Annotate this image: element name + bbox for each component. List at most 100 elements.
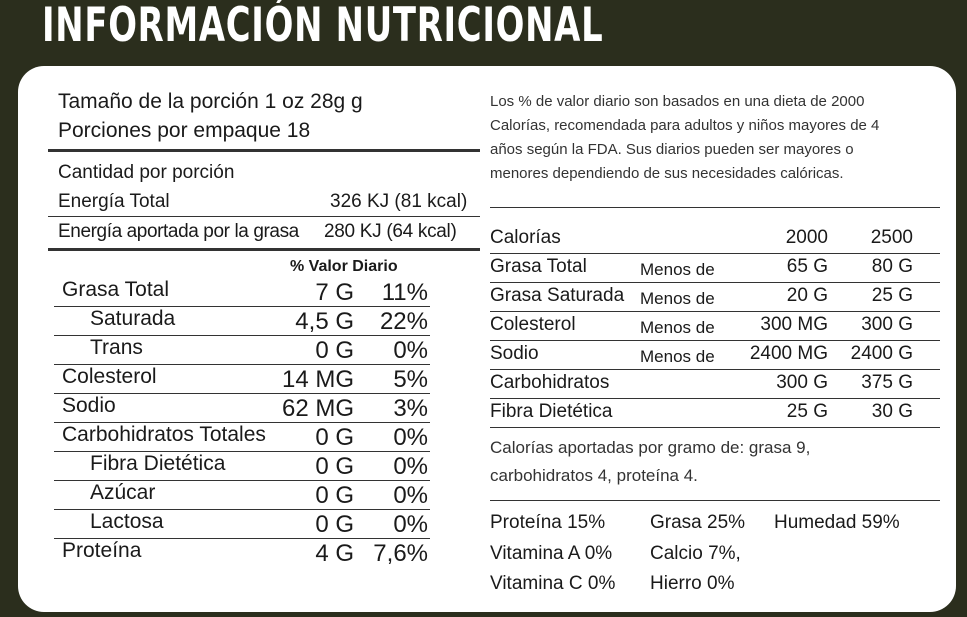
ref-header-2500: 2500 [870,227,913,248]
extra-value: 0% [707,573,735,594]
extra-nutrient: Vitamina A 0% [490,543,612,565]
nutrient-label: Proteína [62,539,142,562]
servings-per-package: Porciones por empaque 18 [58,119,311,142]
extra-value: 59% [861,512,900,533]
nutrient-amount: 14 MG [281,366,354,393]
extra-value: 7%, [708,543,741,564]
nutrition-card: Tamaño de la porción 1 oz 28g g Porcione… [18,66,956,612]
nutrient-amount: 4 G [315,540,354,567]
extra-nutrient: Proteína 15% [490,512,605,534]
extra-nutrient: Hierro 0% [650,573,734,595]
nutrient-label: Carbohidratos Totales [62,423,266,446]
nutrient-dv: 3% [393,395,428,422]
row-divider [54,509,430,510]
nutrient-amount: 0 G [315,424,354,451]
nutrient-label: Saturada [90,307,176,330]
row-divider [54,538,430,539]
divider-thick [48,248,480,251]
row-divider [490,398,940,399]
extra-label: Grasa [650,512,702,533]
ref-2000: 300 MG [760,314,828,335]
nutrient-label: Sodio [62,394,116,417]
ref-label: Colesterol [490,314,576,335]
divider [490,500,940,501]
ref-2000: 2400 MG [749,343,828,364]
divider-thick [48,149,480,152]
ref-2500: 80 G [871,256,913,277]
nutrient-amount: 0 G [315,482,354,509]
divider [48,216,480,217]
row-divider [490,340,940,341]
row-divider [54,335,430,336]
nutrient-label: Colesterol [62,365,157,388]
ref-header-label: Calorías [490,227,561,248]
row-divider [54,364,430,365]
nutrient-amount: 4,5 G [295,308,354,335]
nutrient-dv: 0% [393,337,428,364]
nutrient-dv: 22% [379,308,428,335]
nutrient-label: Trans [90,336,143,359]
calories-per-gram: Calorías aportadas por gramo de: grasa 9… [490,438,811,485]
ref-2500: 30 G [871,401,913,422]
row-divider [54,393,430,394]
ref-2000: 25 G [786,401,828,422]
row-divider [54,451,430,452]
nutrient-label: Grasa Total [62,278,169,301]
row-divider [54,306,430,307]
nutrient-label: Azúcar [90,481,156,504]
row-divider [490,427,940,428]
extra-label: Vitamina A [490,543,580,564]
nutrient-amount: 62 MG [281,395,354,422]
nutrient-amount: 7 G [315,279,354,306]
extra-value: 0% [584,543,613,564]
row-divider [490,311,940,312]
extra-value: 0% [587,573,616,594]
extra-label: Calcio [650,543,703,564]
nutrient-dv: 5% [393,366,428,393]
nutrient-dv: 11% [381,279,428,306]
ref-2000: 300 G [776,372,828,393]
extra-nutrient: Vitamina C 0% [490,573,615,595]
amount-header: Cantidad por porción [58,162,235,183]
extra-label: Proteína [490,512,562,533]
extra-value: 25% [707,512,746,533]
nutrient-dv: 0% [393,424,428,451]
ref-label: Grasa Total [490,256,587,277]
extra-label: Vitamina C [490,573,583,594]
ref-2000: 65 G [786,256,828,277]
nutrient-label: Fibra Dietética [90,452,226,475]
energy-fat-label: Energía aportada por la grasa [58,221,299,242]
ref-2500: 375 G [861,372,913,393]
energy-total-value: 326 KJ (81 kcal) [330,191,468,212]
extra-nutrient: Humedad 59% [774,512,900,534]
nutrient-amount: 0 G [315,337,354,364]
ref-label: Grasa Saturada [490,285,625,306]
row-divider [490,253,940,254]
extra-value: 15% [567,512,606,533]
ref-2500: 25 G [871,285,913,306]
nutrient-amount: 0 G [315,511,354,538]
ref-label: Carbohidratos [490,372,610,393]
energy-total-label: Energía Total [58,191,170,212]
extra-nutrient: Grasa 25% [650,512,745,534]
nutrient-label: Lactosa [90,510,164,533]
ref-2000: 20 G [786,285,828,306]
ref-header-2000: 2000 [785,227,828,248]
nutrient-amount: 0 G [315,453,354,480]
page-title: INFORMACIÓN NUTRICIONAL [42,0,604,53]
dv-header: % Valor Diario [290,258,398,275]
nutrient-dv: 0% [393,511,428,538]
ref-qualifier: Menos de [640,260,715,279]
row-divider [54,422,430,423]
row-divider [490,369,940,370]
ref-2500: 2400 G [850,343,913,364]
serving-size: Tamaño de la porción 1 oz 28g g [58,90,363,113]
dv-note: Los % de valor diario son basados en una… [490,93,880,182]
ref-qualifier: Menos de [640,289,715,308]
nutrient-dv: 7,6% [373,540,428,567]
row-divider [490,282,940,283]
row-divider [54,480,430,481]
nutrient-dv: 0% [393,482,428,509]
divider [490,207,940,208]
extra-nutrient: Calcio 7%, [650,543,741,565]
